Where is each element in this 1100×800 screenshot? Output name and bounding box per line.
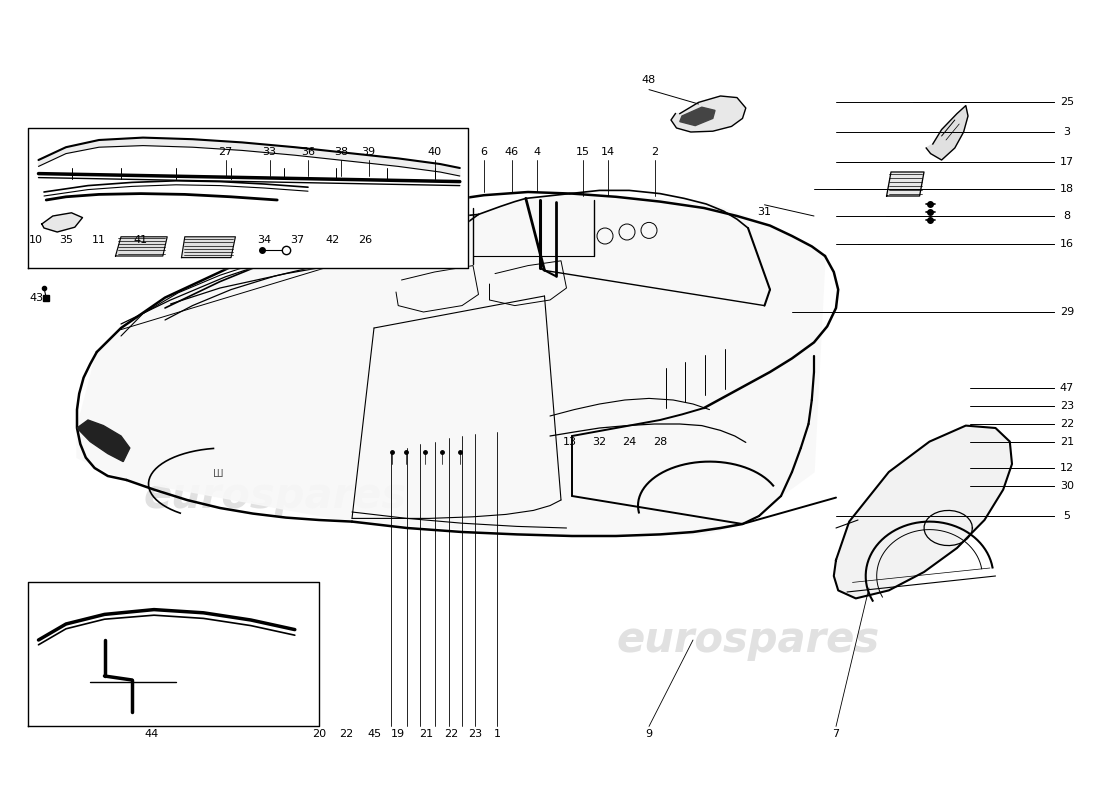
Text: eurospares: eurospares	[143, 475, 407, 517]
Text: 1: 1	[494, 730, 501, 739]
Text: 22: 22	[1060, 419, 1074, 429]
Text: 31: 31	[758, 207, 771, 217]
Text: 48: 48	[642, 75, 656, 85]
Text: 17: 17	[1060, 158, 1074, 167]
Polygon shape	[42, 213, 82, 232]
Text: 11: 11	[92, 235, 106, 245]
Text: 22: 22	[444, 730, 458, 739]
Text: 46: 46	[505, 147, 518, 157]
Text: 38: 38	[334, 147, 348, 157]
Text: 18: 18	[1060, 184, 1074, 194]
Text: 12: 12	[1060, 463, 1074, 473]
Text: 47: 47	[1060, 383, 1074, 393]
Text: 20: 20	[312, 730, 326, 739]
Polygon shape	[28, 128, 467, 268]
Text: Ш: Ш	[212, 469, 223, 478]
Text: 26: 26	[359, 235, 372, 245]
Text: 21: 21	[419, 730, 432, 739]
Polygon shape	[116, 237, 167, 256]
Text: 4: 4	[534, 147, 540, 157]
Text: eurospares: eurospares	[143, 475, 407, 517]
Text: 2: 2	[651, 147, 658, 157]
Polygon shape	[28, 582, 319, 726]
Text: 36: 36	[301, 147, 315, 157]
Text: eurospares: eurospares	[616, 619, 880, 661]
Text: 39: 39	[362, 147, 375, 157]
Text: 23: 23	[1060, 402, 1074, 411]
Text: 40: 40	[428, 147, 441, 157]
Text: 28: 28	[653, 437, 667, 446]
Text: 16: 16	[1060, 239, 1074, 249]
Polygon shape	[887, 172, 924, 196]
Text: 22: 22	[340, 730, 353, 739]
Polygon shape	[39, 138, 460, 176]
Text: 15: 15	[576, 147, 590, 157]
Text: 9: 9	[646, 730, 652, 739]
Polygon shape	[680, 107, 715, 126]
Text: 5: 5	[1064, 511, 1070, 521]
Text: 14: 14	[602, 147, 615, 157]
Text: 27: 27	[219, 147, 232, 157]
Text: eurospares: eurospares	[616, 619, 880, 661]
Text: 8: 8	[1064, 211, 1070, 221]
Text: 24: 24	[623, 437, 636, 446]
Polygon shape	[926, 106, 968, 160]
Polygon shape	[671, 96, 746, 132]
Text: 43: 43	[30, 294, 43, 303]
Text: 37: 37	[290, 235, 304, 245]
Text: 25: 25	[1060, 98, 1074, 107]
Polygon shape	[834, 426, 1012, 598]
Text: 19: 19	[392, 730, 405, 739]
Text: 45: 45	[367, 730, 381, 739]
Text: 13: 13	[563, 437, 576, 446]
Text: 42: 42	[326, 235, 339, 245]
Text: 23: 23	[469, 730, 482, 739]
Text: 32: 32	[593, 437, 606, 446]
Text: 41: 41	[134, 235, 147, 245]
Polygon shape	[182, 237, 235, 258]
Polygon shape	[77, 194, 825, 536]
Text: 6: 6	[481, 147, 487, 157]
Text: 34: 34	[257, 235, 271, 245]
Text: 44: 44	[145, 730, 158, 739]
Polygon shape	[77, 420, 130, 462]
Text: 21: 21	[1060, 437, 1074, 446]
Text: 33: 33	[263, 147, 276, 157]
Text: 35: 35	[59, 235, 73, 245]
Text: 7: 7	[833, 730, 839, 739]
Text: 29: 29	[1060, 307, 1074, 317]
Text: 30: 30	[1060, 481, 1074, 490]
Text: 10: 10	[30, 235, 43, 245]
Text: 3: 3	[1064, 127, 1070, 137]
